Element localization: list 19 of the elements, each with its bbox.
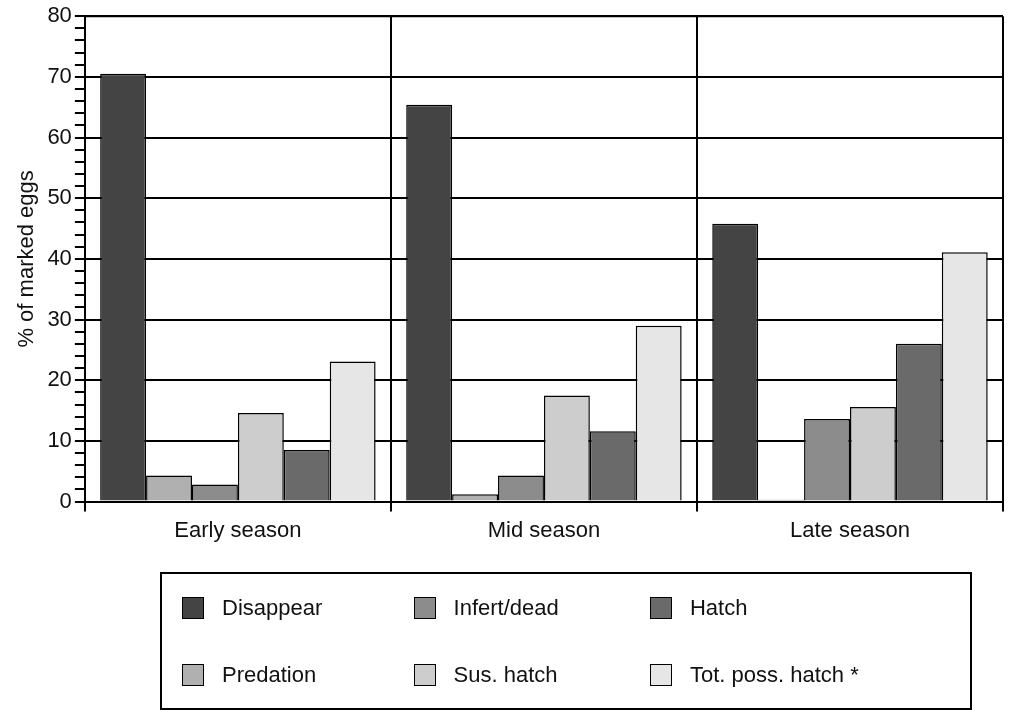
y-tick-label: 0 <box>59 487 72 513</box>
legend-label: Tot. poss. hatch * <box>689 661 859 688</box>
x-tick-label: Mid season <box>487 516 601 542</box>
legend-label: Infert/dead <box>453 594 559 621</box>
y-tick-label: 20 <box>47 366 72 392</box>
y-tick-label: 30 <box>47 305 72 331</box>
y-axis-title: % of marked eggs <box>13 170 39 348</box>
y-tick-label: 60 <box>47 123 72 149</box>
y-tick-label: 50 <box>47 184 72 210</box>
y-tick-label: 10 <box>47 426 72 452</box>
y-tick-label: 80 <box>47 2 72 28</box>
legend-label: Sus. hatch <box>453 661 558 688</box>
legend-label: Predation <box>222 661 317 688</box>
legend-label: Disappear <box>222 594 323 621</box>
x-tick-label: Late season <box>790 516 910 542</box>
legend-label: Hatch <box>689 594 748 621</box>
x-tick-label: Early season <box>174 516 302 542</box>
y-tick-label: 40 <box>47 244 72 270</box>
y-tick-label: 70 <box>47 62 72 88</box>
